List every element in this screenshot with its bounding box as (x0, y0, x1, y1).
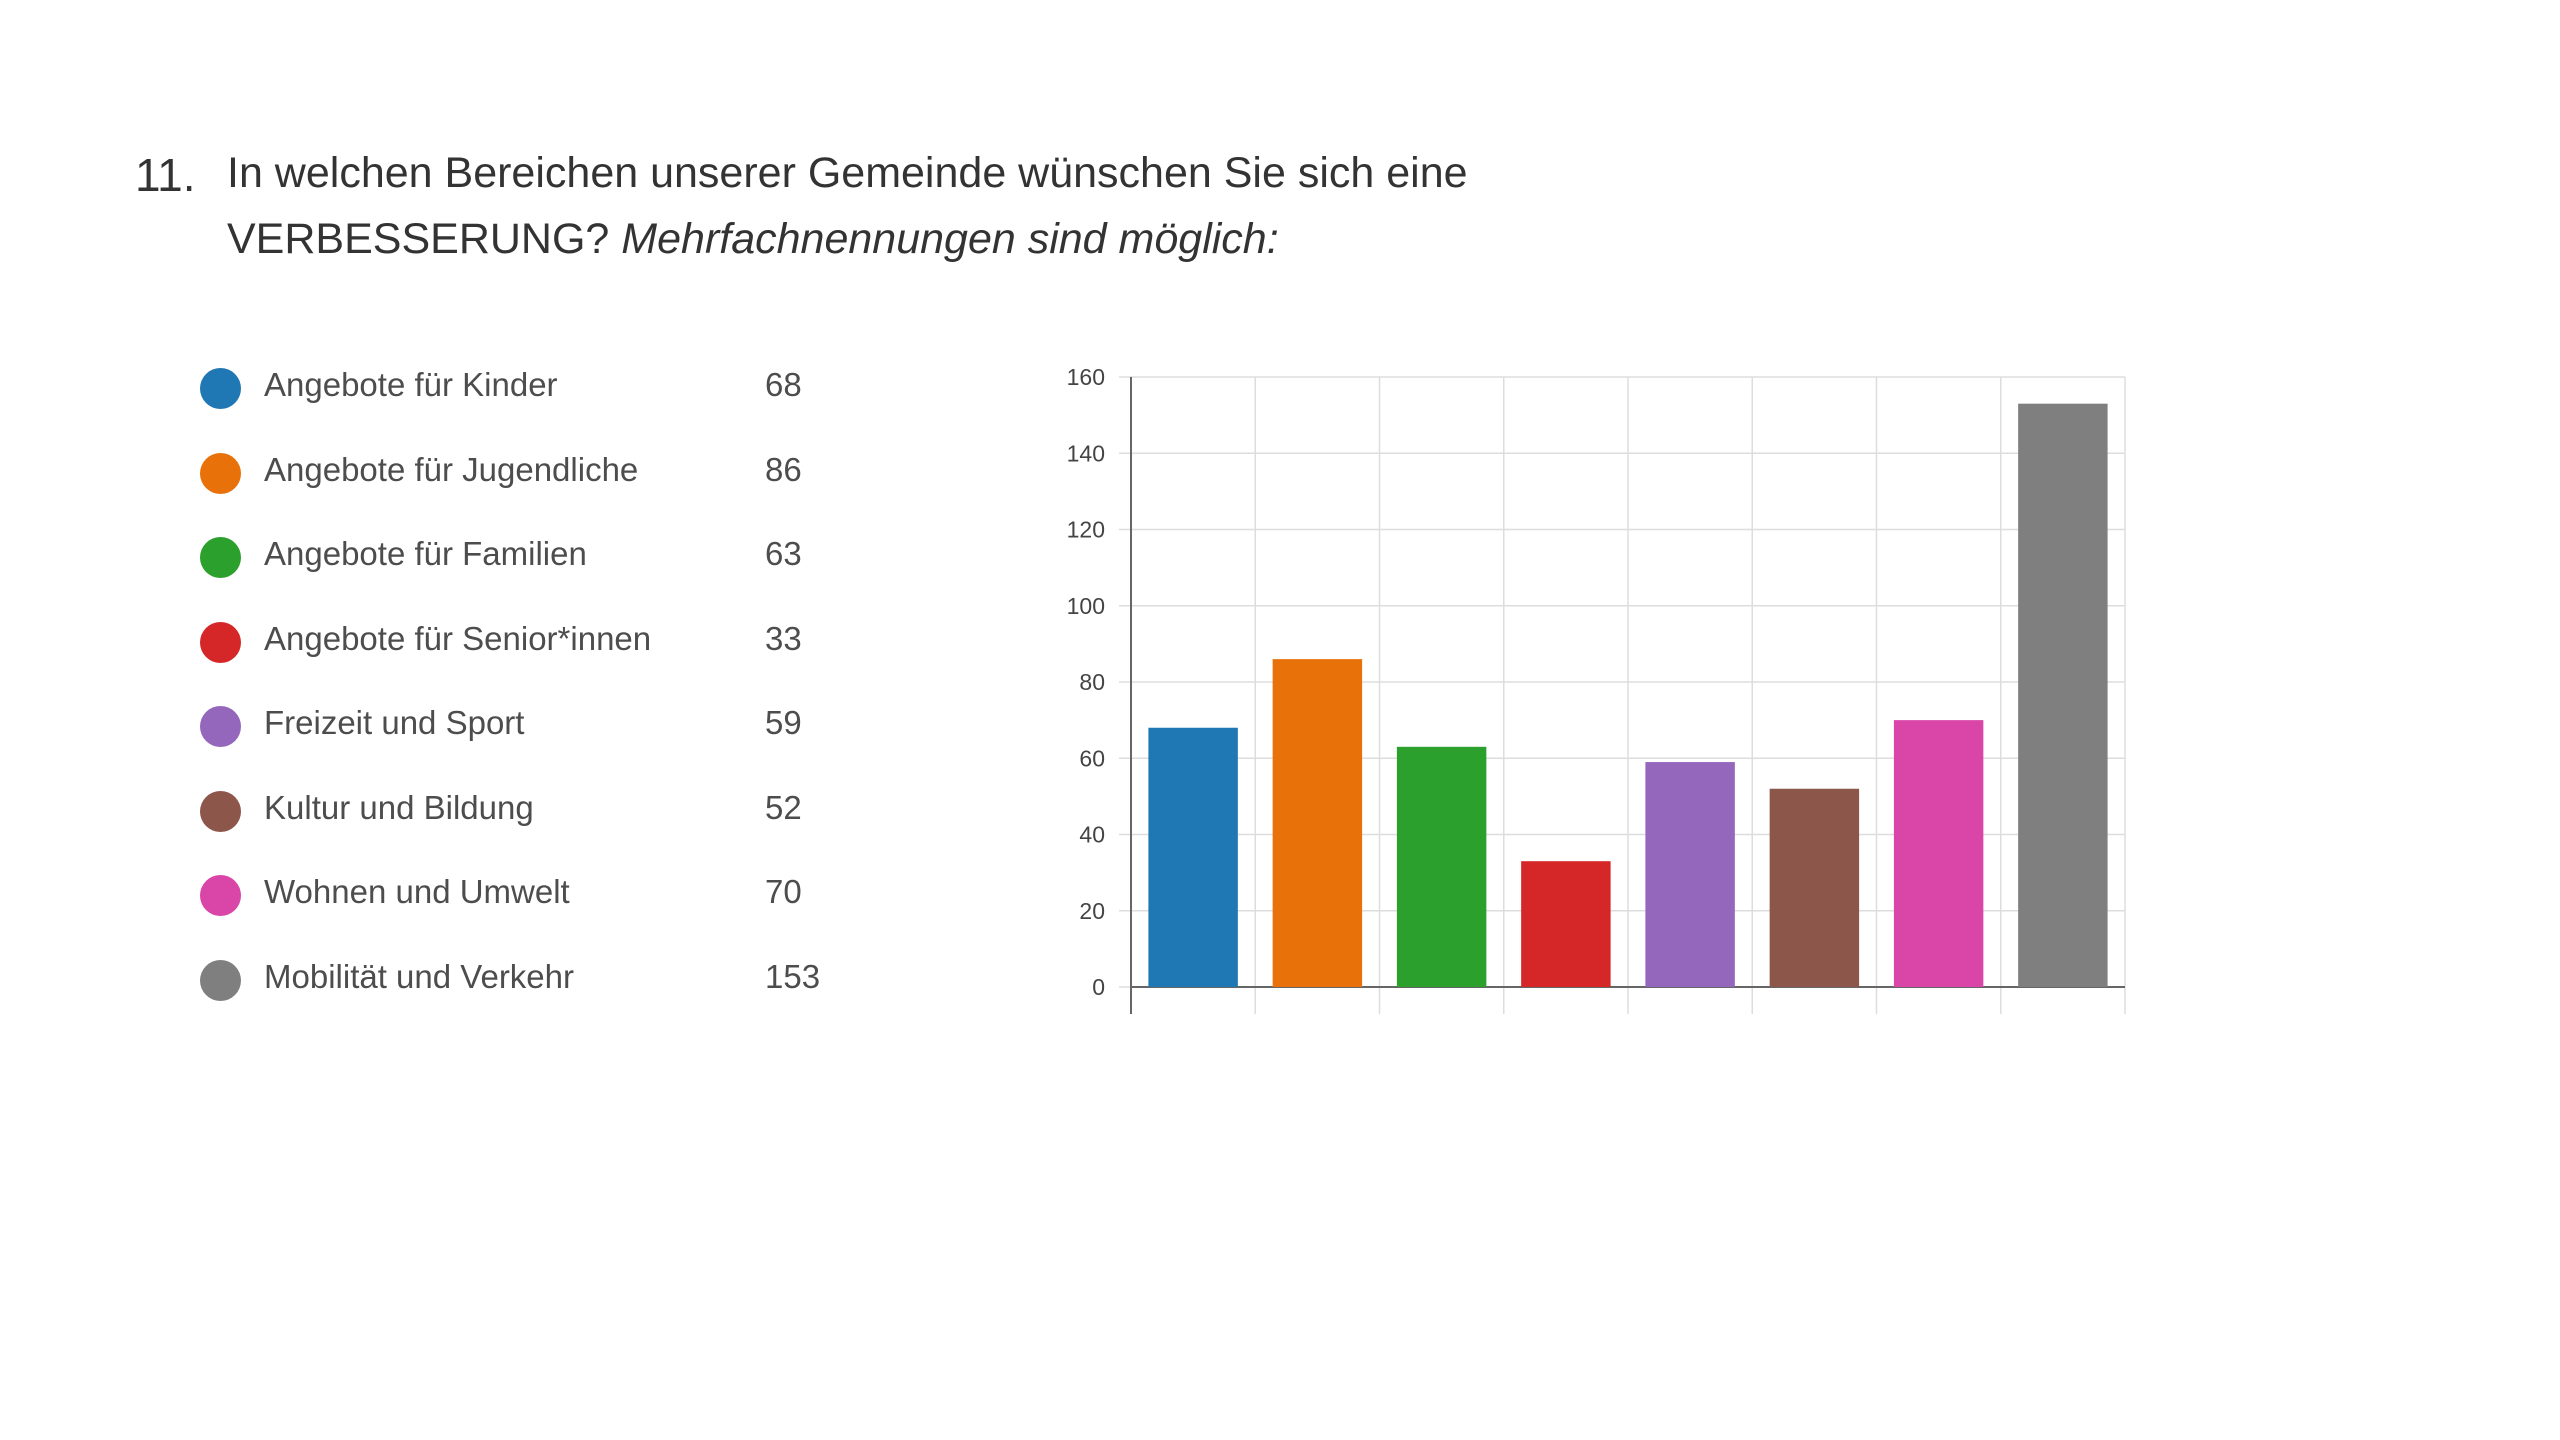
legend-label: Freizeit und Sport (264, 704, 525, 741)
legend-color-dot (200, 959, 241, 1001)
legend-color-dot (200, 537, 241, 578)
bar (1272, 659, 1363, 987)
y-tick-label: 80 (1079, 669, 1105, 695)
y-tick-label: 100 (1067, 593, 1105, 619)
legend-item: Angebote für Senior*innen 33 (200, 614, 900, 699)
legend-color-dot (200, 706, 241, 747)
legend-color-dot (200, 452, 241, 494)
bar (1521, 861, 1611, 987)
legend-value: 52 (765, 788, 802, 826)
bar (1769, 788, 1860, 987)
bar (1893, 720, 1984, 987)
legend-value: 70 (765, 873, 802, 910)
y-tick-label: 160 (1067, 364, 1105, 390)
legend-item: Angebote für Familien 63 (200, 529, 900, 614)
legend-value: 59 (765, 704, 802, 741)
legend-value: 33 (765, 619, 802, 657)
legend-color-dot (200, 790, 241, 832)
question-line-2: VERBESSERUNG? Mehrfachnennungen sind mög… (227, 206, 1468, 272)
legend-label: Angebote für Kinder (264, 366, 558, 403)
question-line-2-regular: VERBESSERUNG? (227, 215, 610, 263)
bar (1148, 727, 1238, 987)
legend-item: Wohnen und Umwelt 70 (200, 867, 900, 952)
question-line-1: In welchen Bereichen unserer Gemeinde wü… (227, 149, 1468, 197)
y-tick-label: 120 (1067, 517, 1105, 543)
question-number: 11. (135, 149, 196, 201)
y-tick-label: 40 (1079, 822, 1105, 848)
legend-label: Wohnen und Umwelt (264, 873, 570, 910)
legend-label: Angebote für Senior*innen (264, 619, 652, 657)
y-tick-label: 140 (1067, 440, 1105, 466)
bar-chart: 0 20 40 60 80 100 120 140 160 (1000, 350, 2150, 1025)
legend-label: Angebote für Jugendliche (264, 450, 639, 488)
legend-label: Mobilität und Verkehr (264, 957, 575, 995)
legend-value: 86 (765, 450, 802, 488)
bar (1396, 746, 1487, 987)
bar (1645, 762, 1735, 987)
legend-item: Angebote für Kinder 68 (200, 360, 900, 445)
y-tick-label: 60 (1079, 745, 1105, 771)
legend-item: Mobilität und Verkehr 153 (200, 952, 900, 1037)
bar-chart-svg: 0 20 40 60 80 100 120 140 160 (1067, 364, 2126, 1014)
legend-color-dot (200, 875, 241, 916)
legend-value: 63 (765, 535, 802, 572)
legend-label: Angebote für Familien (264, 535, 587, 572)
chart-legend: Angebote für Kinder 68 Angebote für Juge… (200, 360, 900, 1036)
legend-color-dot (200, 621, 241, 663)
legend-item: Angebote für Jugendliche 86 (200, 445, 900, 530)
question-text: In welchen Bereichen unserer Gemeinde wü… (227, 140, 1468, 272)
legend-value: 68 (765, 366, 802, 403)
legend-label: Kultur und Bildung (264, 788, 534, 826)
legend-value: 153 (765, 957, 821, 995)
legend-item: Kultur und Bildung 52 (200, 783, 900, 868)
legend-color-dot (200, 368, 241, 409)
y-tick-label: 20 (1079, 898, 1105, 924)
bar (2018, 403, 2108, 987)
question-line-2-italic: Mehrfachnennungen sind möglich: (621, 215, 1279, 263)
y-tick-label: 0 (1092, 974, 1105, 1000)
legend-item: Freizeit und Sport 59 (200, 698, 900, 783)
